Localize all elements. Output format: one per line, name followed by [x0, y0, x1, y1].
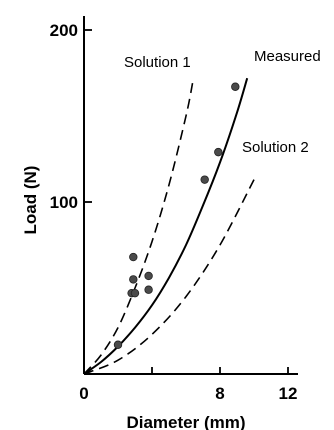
- series-measured: [83, 77, 249, 375]
- data-point: [231, 82, 240, 91]
- data-point: [129, 275, 138, 284]
- data-point: [130, 288, 140, 298]
- x-tick-label: 8: [215, 384, 224, 403]
- series-solution-2: [83, 179, 255, 375]
- series-label-measured: Measured: [254, 48, 321, 65]
- ticks: 0 8 12 100 200: [50, 21, 298, 403]
- data-point: [144, 285, 153, 294]
- y-tick-label: 200: [50, 21, 78, 40]
- x-tick-label: 0: [79, 384, 88, 403]
- series-label-solution-1: Solution 1: [124, 54, 191, 71]
- data-point: [214, 147, 223, 157]
- y-axis-title: Load (N): [21, 166, 40, 235]
- series-layer: [83, 77, 255, 375]
- data-point: [113, 340, 123, 349]
- data-point: [129, 252, 138, 262]
- y-tick-label: 100: [50, 193, 78, 212]
- data-point: [144, 271, 153, 281]
- series-label-solution-2: Solution 2: [242, 139, 309, 156]
- labels: Measured Solution 1 Solution 2 Diameter (mm…: [21, 48, 321, 430]
- data-point: [200, 175, 209, 184]
- axes: [83, 16, 298, 375]
- x-tick-label: 12: [279, 384, 298, 403]
- marker-layer: [113, 82, 240, 349]
- x-axis-title: Diameter (mm): [126, 413, 245, 430]
- series-solution-1: [83, 81, 194, 375]
